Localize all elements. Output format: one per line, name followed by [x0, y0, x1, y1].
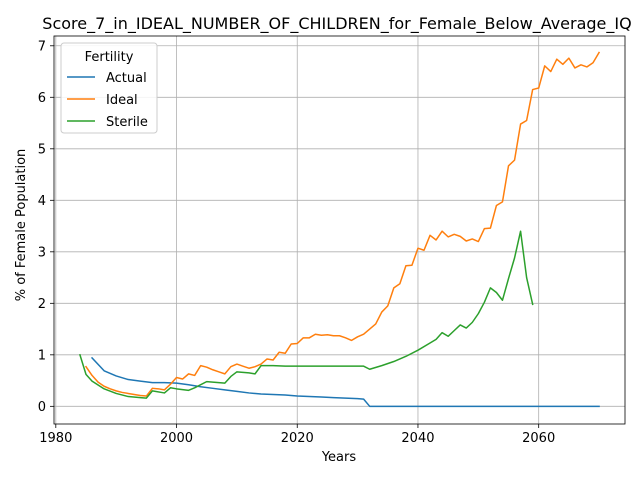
x-tick-label: 2000	[160, 431, 193, 446]
legend-label-ideal: Ideal	[106, 93, 138, 108]
y-tick-label: 1	[38, 348, 46, 363]
legend-label-sterile: Sterile	[106, 115, 148, 130]
y-tick-label: 7	[38, 39, 46, 54]
y-tick-label: 4	[38, 194, 46, 209]
x-tick-label: 2060	[522, 431, 555, 446]
y-tick-label: 3	[38, 245, 46, 260]
y-tick-label: 2	[38, 297, 46, 312]
series-lines	[79, 51, 601, 408]
y-tick-label: 5	[38, 142, 46, 157]
legend: Fertility Actual Ideal Sterile	[60, 42, 158, 134]
x-tick-label: 2020	[281, 431, 314, 446]
legend-box	[60, 42, 158, 134]
series-line-sterile	[79, 230, 534, 399]
axis-ticks: 1980 2000 2020 2040 2060 0 1 2 3 4 5 6 7	[38, 39, 556, 446]
series-line-actual	[90, 356, 600, 408]
x-tick-label: 2040	[401, 431, 434, 446]
y-tick-label: 0	[38, 400, 46, 415]
x-tick-label: 1980	[39, 431, 72, 446]
plot-frame	[53, 35, 626, 425]
x-axis-label: Years	[321, 450, 357, 465]
legend-label-actual: Actual	[106, 71, 147, 86]
chart-title: Score_7_in_IDEAL_NUMBER_OF_CHILDREN_for_…	[42, 14, 631, 34]
grid	[54, 36, 625, 424]
legend-title: Fertility	[85, 50, 134, 65]
y-axis-label: % of Female Population	[14, 149, 29, 302]
series-line-ideal	[84, 51, 601, 397]
y-tick-label: 6	[38, 91, 46, 106]
